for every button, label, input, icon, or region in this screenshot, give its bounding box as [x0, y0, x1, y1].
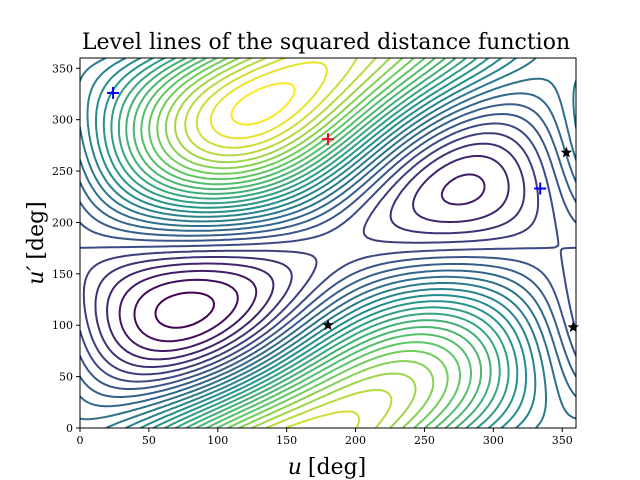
x-tick-label: 0 [77, 434, 84, 447]
contour-level [95, 58, 528, 428]
contour-level [230, 82, 296, 126]
x-tick-label: 50 [142, 434, 156, 447]
x-tick-label: 200 [345, 434, 366, 447]
critical-point-markers [107, 86, 579, 333]
chart-title: Level lines of the squared distance func… [82, 30, 570, 55]
contour-level [133, 278, 239, 343]
y-tick-label: 0 [66, 422, 73, 435]
contour-level [94, 142, 526, 368]
contour-level [80, 77, 576, 421]
star-marker-saddle-3 [567, 321, 579, 333]
contour-level [80, 58, 576, 428]
y-axis-label: u′ [deg] [24, 201, 49, 285]
x-axis-unit: [deg] [308, 455, 366, 480]
y-tick-label: 250 [52, 165, 73, 178]
contour-level [106, 154, 510, 361]
y-axis-unit: [deg] [24, 201, 49, 259]
y-axis-variable: u′ [24, 266, 49, 285]
contour-level [117, 58, 501, 428]
axes-frame [79, 57, 577, 429]
y-tick-label: 150 [52, 268, 73, 281]
plot-area [80, 58, 576, 428]
contour-level [118, 173, 486, 352]
plus-marker-minimum-1 [107, 86, 120, 99]
x-tick-label: 300 [483, 434, 504, 447]
y-tick-label: 200 [52, 216, 73, 229]
x-tick-label: 350 [552, 434, 573, 447]
star-marker-saddle-2 [560, 146, 573, 158]
contour-level [82, 132, 540, 376]
contour-level [80, 92, 576, 408]
y-tick-label: 100 [52, 319, 73, 332]
y-tick-label: 50 [59, 371, 73, 384]
contour-level [154, 291, 215, 329]
plus-marker-minimum-2 [534, 182, 547, 195]
contour-level [80, 113, 576, 390]
y-tick-label: 300 [52, 114, 73, 127]
y-tick-label: 350 [52, 62, 73, 75]
contour-level [209, 61, 328, 140]
x-axis-variable: u [288, 455, 302, 480]
x-axis-label: u [deg] [288, 455, 367, 480]
x-tick-label: 250 [414, 434, 435, 447]
y-axis-ticks: 0 50 100 150 200 250 300 350 [52, 62, 80, 435]
contour-lines [80, 58, 576, 428]
star-marker-saddle-1 [322, 319, 334, 331]
contour-level [80, 122, 576, 383]
plus-marker-maximum [322, 133, 334, 146]
x-axis-ticks: 0 50 100 150 200 250 300 350 [77, 428, 573, 447]
x-tick-label: 100 [207, 434, 228, 447]
x-tick-label: 150 [276, 434, 297, 447]
